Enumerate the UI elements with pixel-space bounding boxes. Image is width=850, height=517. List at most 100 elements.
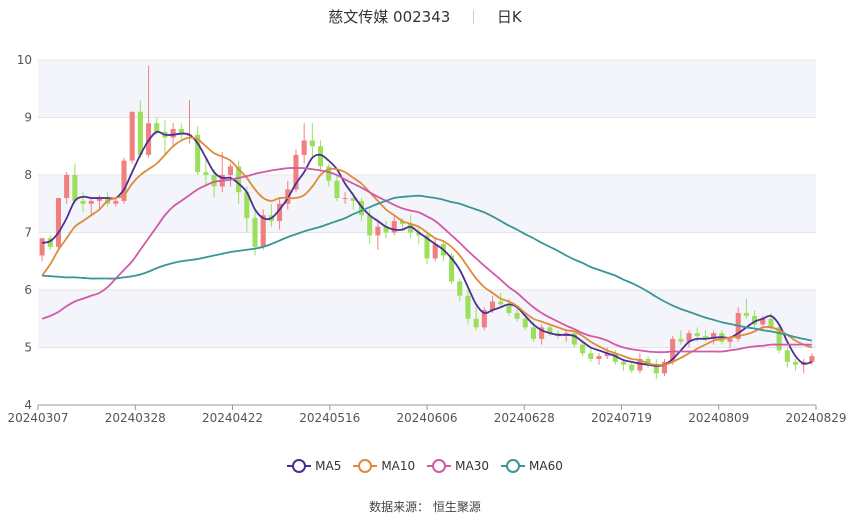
candle-body bbox=[449, 255, 455, 282]
candle-body bbox=[317, 146, 324, 167]
candle bbox=[129, 111, 135, 164]
candle-body bbox=[236, 166, 242, 193]
candle-body bbox=[522, 318, 528, 328]
candle bbox=[277, 198, 283, 230]
candle-body bbox=[506, 304, 512, 313]
candle-body bbox=[416, 232, 422, 236]
candle bbox=[391, 215, 397, 236]
candle-body bbox=[383, 226, 389, 233]
candle bbox=[432, 238, 438, 262]
candle-body bbox=[661, 361, 668, 374]
candle-body bbox=[399, 221, 405, 224]
period-label[interactable]: 日K bbox=[496, 8, 522, 26]
candle bbox=[162, 120, 168, 155]
candle bbox=[743, 298, 749, 319]
candle-body bbox=[129, 111, 135, 161]
candle-body bbox=[629, 364, 635, 371]
plot-band bbox=[38, 60, 816, 118]
legend-label: MA10 bbox=[381, 459, 416, 473]
candle bbox=[227, 163, 233, 187]
candle bbox=[809, 353, 815, 365]
candle-body bbox=[621, 361, 627, 365]
x-tick-label: 20240829 bbox=[785, 411, 846, 425]
legend-item-ma10[interactable]: MA10 bbox=[353, 459, 415, 473]
candle-body bbox=[670, 338, 676, 362]
legend-swatch bbox=[501, 459, 526, 473]
candle bbox=[473, 307, 479, 331]
candle bbox=[645, 356, 651, 368]
candle bbox=[244, 186, 250, 233]
candle-body bbox=[580, 344, 586, 354]
candle bbox=[178, 123, 184, 141]
candle-body bbox=[588, 353, 594, 359]
y-tick-label: 6 bbox=[24, 283, 32, 297]
series-line-ma60 bbox=[42, 194, 813, 342]
candle-body bbox=[301, 140, 307, 155]
candle-body bbox=[711, 333, 717, 339]
candle-body bbox=[596, 356, 602, 359]
candle bbox=[457, 278, 463, 302]
legend-item-ma60[interactable]: MA60 bbox=[501, 459, 563, 473]
candle-body bbox=[604, 353, 610, 357]
candle-body bbox=[252, 218, 258, 247]
candle bbox=[752, 310, 758, 328]
candle bbox=[326, 163, 332, 187]
candle bbox=[686, 330, 692, 348]
candle bbox=[801, 359, 807, 374]
candle-body bbox=[277, 203, 283, 221]
candle-body bbox=[154, 123, 160, 132]
candle-body bbox=[358, 200, 365, 216]
candle-body bbox=[72, 175, 78, 201]
candle bbox=[113, 198, 119, 207]
candle-body bbox=[792, 361, 799, 365]
x-tick-label: 20240719 bbox=[591, 411, 652, 425]
candle-body bbox=[293, 154, 299, 190]
candle-body bbox=[530, 327, 537, 339]
candle bbox=[547, 324, 553, 336]
candle-body bbox=[760, 318, 766, 325]
candle bbox=[792, 359, 799, 371]
moving-average-lines bbox=[41, 130, 813, 367]
legend-item-ma5[interactable]: MA5 bbox=[287, 459, 341, 473]
plot-band bbox=[38, 175, 816, 233]
candle-body bbox=[64, 175, 70, 198]
legend-item-ma30[interactable]: MA30 bbox=[427, 459, 489, 473]
candle bbox=[539, 324, 545, 345]
x-tick-label: 20240422 bbox=[202, 411, 263, 425]
candle bbox=[784, 347, 790, 368]
candle-body bbox=[211, 175, 217, 187]
candle-body bbox=[457, 281, 463, 296]
candle-body bbox=[645, 359, 651, 365]
candle-body bbox=[424, 235, 430, 259]
legend-label: MA5 bbox=[315, 459, 342, 473]
candle-body bbox=[55, 198, 62, 247]
candle-body bbox=[776, 327, 782, 351]
candle bbox=[72, 163, 78, 204]
legend-swatch bbox=[353, 459, 378, 473]
candle-body bbox=[768, 318, 774, 328]
candle bbox=[653, 359, 659, 380]
candle bbox=[211, 169, 217, 198]
y-tick-label: 7 bbox=[24, 226, 32, 240]
candle-body bbox=[88, 200, 94, 204]
legend-label: MA30 bbox=[455, 459, 490, 473]
candle-body bbox=[686, 333, 692, 342]
candle-body bbox=[203, 172, 209, 175]
x-tick-label: 20240328 bbox=[105, 411, 166, 425]
candle bbox=[334, 175, 340, 201]
candle bbox=[514, 307, 520, 322]
axes: 4 5 6 7 8 9 10 20240307 20240328 20240422 20240516… bbox=[7, 53, 846, 425]
candle bbox=[678, 330, 684, 345]
candle bbox=[47, 235, 53, 250]
y-tick-label: 8 bbox=[24, 168, 32, 182]
candle bbox=[309, 123, 315, 158]
candle-body bbox=[227, 166, 233, 175]
candle-body bbox=[465, 295, 471, 319]
candle-body bbox=[694, 333, 700, 336]
candle bbox=[64, 172, 70, 204]
candle-body bbox=[653, 364, 659, 374]
candle-body bbox=[547, 327, 553, 334]
candle-body bbox=[752, 315, 758, 325]
legend-swatch bbox=[287, 459, 312, 473]
